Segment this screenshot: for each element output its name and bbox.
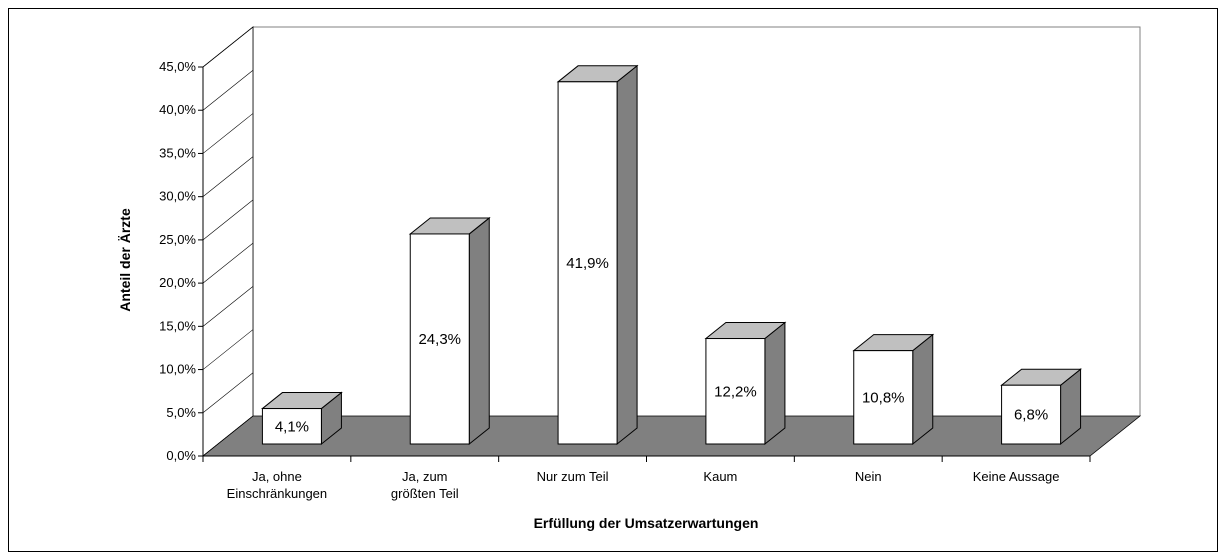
x-tick-label: Nein — [855, 469, 882, 484]
x-tick-label: Ja, zum größten Teil — [391, 469, 459, 501]
bar-side — [468, 216, 490, 446]
x-tick-label: Ja, ohne Einschränkungen — [227, 469, 327, 501]
grid-line — [202, 69, 254, 111]
y-tick-label: 40,0% — [159, 102, 196, 117]
value-label: 41,9% — [566, 255, 609, 272]
value-label: 24,3% — [418, 331, 461, 348]
y-tick-label: 5,0% — [166, 405, 196, 420]
y-tick-label: 25,0% — [159, 232, 196, 247]
bar — [261, 408, 322, 445]
grid-line — [202, 113, 254, 154]
grid-line — [202, 26, 254, 68]
grid-line — [202, 329, 254, 370]
bar — [557, 81, 618, 445]
side-wall — [202, 26, 254, 457]
x-tick-label: Kaum — [703, 469, 737, 484]
y-tick-label: 15,0% — [159, 318, 196, 333]
floor — [201, 415, 1142, 457]
grid-line — [202, 199, 254, 241]
y-tick-label: 45,0% — [159, 59, 196, 74]
value-label: 12,2% — [714, 383, 757, 400]
x-axis-title: Erfüllung der Umsatzerwartungen — [534, 515, 759, 531]
y-tick-label: 10,0% — [159, 362, 196, 377]
grid-line — [202, 156, 254, 197]
value-label: 6,8% — [1014, 407, 1048, 424]
y-tick-label: 35,0% — [159, 145, 196, 160]
bar-side — [616, 64, 638, 446]
grid-line — [202, 372, 254, 414]
grid-line — [202, 415, 254, 457]
bar-side — [764, 321, 786, 446]
grid-line — [202, 242, 254, 284]
value-label: 4,1% — [275, 418, 309, 435]
y-tick-label: 20,0% — [159, 275, 196, 290]
bar — [705, 338, 766, 445]
bar-side — [912, 333, 934, 446]
grid-line — [202, 286, 254, 327]
value-label: 10,8% — [862, 389, 905, 406]
bar — [853, 350, 914, 445]
x-tick-label: Keine Aussage — [973, 469, 1060, 484]
y-axis-title: Anteil der Ärzte — [117, 208, 133, 312]
x-tick-label: Nur zum Teil — [537, 469, 609, 484]
y-tick-label: 0,0% — [166, 448, 196, 463]
bar — [1001, 384, 1062, 445]
bar — [409, 233, 470, 445]
y-tick-label: 30,0% — [159, 189, 196, 204]
